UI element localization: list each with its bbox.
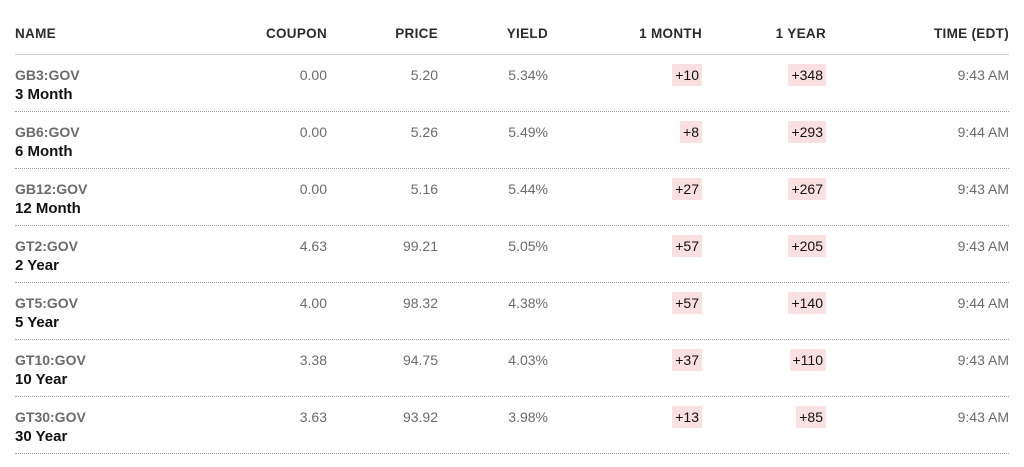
ticker-link[interactable]: GT30:GOV — [15, 409, 86, 425]
one-year-change-badge: +205 — [788, 235, 826, 257]
table-row[interactable]: GT5:GOV 5 Year 4.00 98.32 4.38% +57 +140… — [15, 283, 1009, 340]
price-value: 99.21 — [402, 238, 438, 254]
table-row[interactable]: GB12:GOV 12 Month 0.00 5.16 5.44% +27 +2… — [15, 169, 1009, 226]
ticker-link[interactable]: GB12:GOV — [15, 181, 88, 197]
security-label: 12 Month — [15, 200, 81, 217]
ticker-link[interactable]: GB6:GOV — [15, 124, 80, 140]
ticker-link[interactable]: GT5:GOV — [15, 295, 79, 311]
price-value: 5.26 — [410, 124, 438, 140]
table-row[interactable]: GT2:GOV 2 Year 4.63 99.21 5.05% +57 +205… — [15, 226, 1009, 283]
one-month-change-badge: +13 — [672, 406, 702, 428]
one-year-change-badge: +110 — [789, 349, 826, 371]
coupon-value: 4.00 — [299, 295, 327, 311]
one-month-change-badge: +10 — [672, 64, 702, 86]
coupon-value: 0.00 — [299, 67, 327, 83]
yield-value: 5.49% — [508, 124, 548, 140]
ticker-link[interactable]: GT10:GOV — [15, 352, 86, 368]
yield-value: 4.38% — [508, 295, 548, 311]
header-yield[interactable]: YIELD — [506, 26, 548, 41]
one-year-change-badge: +85 — [796, 406, 826, 428]
security-label: 30 Year — [15, 428, 68, 445]
one-year-change-badge: +348 — [788, 64, 826, 86]
time-value: 9:43 AM — [957, 238, 1009, 254]
header-1-year[interactable]: 1 YEAR — [775, 26, 826, 41]
price-value: 5.16 — [410, 181, 438, 197]
one-year-change-badge: +140 — [788, 292, 826, 314]
ticker-link[interactable]: GB3:GOV — [15, 67, 80, 83]
one-month-change-badge: +57 — [672, 292, 702, 314]
header-price[interactable]: PRICE — [395, 26, 438, 41]
table-row[interactable]: GT10:GOV 10 Year 3.38 94.75 4.03% +37 +1… — [15, 340, 1009, 397]
time-value: 9:44 AM — [957, 295, 1009, 311]
price-value: 98.32 — [402, 295, 438, 311]
coupon-value: 3.38 — [299, 352, 327, 368]
price-value: 94.75 — [402, 352, 438, 368]
security-label: 5 Year — [15, 314, 59, 331]
security-label: 2 Year — [15, 257, 59, 274]
one-year-change-badge: +293 — [788, 121, 826, 143]
coupon-value: 0.00 — [299, 124, 327, 140]
one-month-change-badge: +27 — [672, 178, 702, 200]
one-month-change-badge: +8 — [680, 121, 702, 143]
price-value: 5.20 — [410, 67, 438, 83]
header-1-month[interactable]: 1 MONTH — [639, 26, 702, 41]
table-header: NAME COUPON PRICE YIELD 1 MONTH 1 YEAR T… — [15, 14, 1009, 55]
coupon-value: 0.00 — [299, 181, 327, 197]
security-label: 6 Month — [15, 143, 73, 160]
one-year-change-badge: +267 — [788, 178, 826, 200]
header-coupon[interactable]: COUPON — [265, 26, 327, 41]
yield-value: 5.34% — [508, 67, 548, 83]
bond-yields-table: NAME COUPON PRICE YIELD 1 MONTH 1 YEAR T… — [15, 14, 1009, 454]
coupon-value: 3.63 — [299, 409, 327, 425]
one-month-change-badge: +57 — [672, 235, 702, 257]
ticker-link[interactable]: GT2:GOV — [15, 238, 79, 254]
table-body: GB3:GOV 3 Month 0.00 5.20 5.34% +10 +348… — [15, 55, 1009, 454]
yield-value: 3.98% — [508, 409, 548, 425]
time-value: 9:43 AM — [957, 181, 1009, 197]
security-label: 10 Year — [15, 371, 68, 388]
coupon-value: 4.63 — [299, 238, 327, 254]
table-row[interactable]: GB3:GOV 3 Month 0.00 5.20 5.34% +10 +348… — [15, 55, 1009, 112]
time-value: 9:43 AM — [957, 67, 1009, 83]
yield-value: 4.03% — [508, 352, 548, 368]
time-value: 9:43 AM — [957, 352, 1009, 368]
one-month-change-badge: +37 — [672, 349, 702, 371]
time-value: 9:43 AM — [957, 409, 1009, 425]
security-label: 3 Month — [15, 86, 73, 103]
header-name[interactable]: NAME — [15, 26, 56, 41]
table-row[interactable]: GT30:GOV 30 Year 3.63 93.92 3.98% +13 +8… — [15, 397, 1009, 454]
time-value: 9:44 AM — [957, 124, 1009, 140]
header-time[interactable]: TIME (EDT) — [934, 26, 1009, 41]
yield-value: 5.05% — [508, 238, 548, 254]
table-row[interactable]: GB6:GOV 6 Month 0.00 5.26 5.49% +8 +293 … — [15, 112, 1009, 169]
yield-value: 5.44% — [508, 181, 548, 197]
price-value: 93.92 — [402, 409, 438, 425]
